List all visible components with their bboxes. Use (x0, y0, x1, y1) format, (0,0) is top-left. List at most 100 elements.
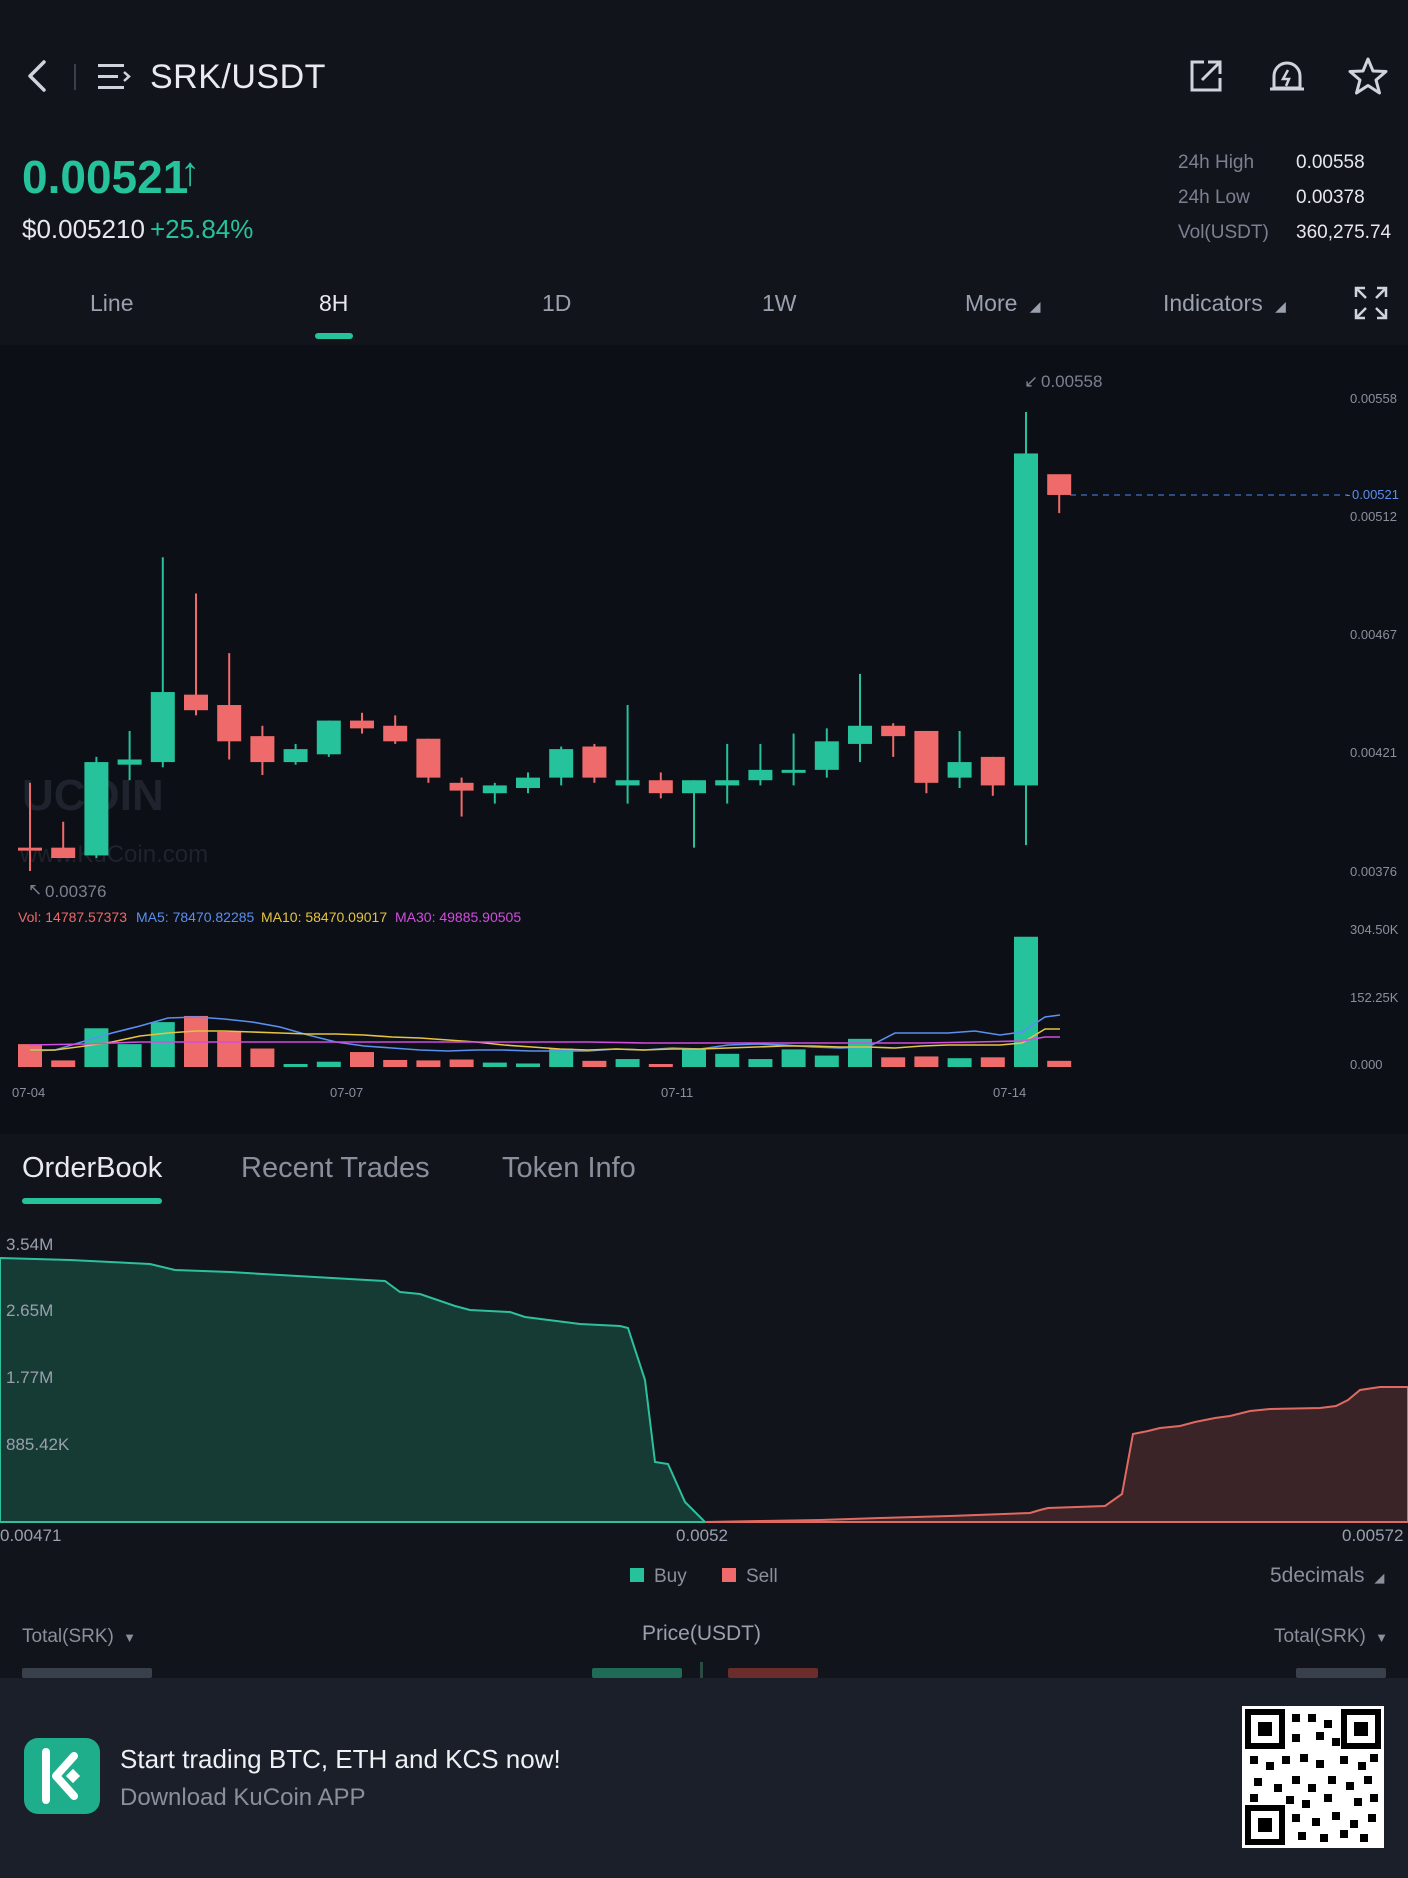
ma-lines-group (29, 1014, 1061, 1052)
depth-y-label: 2.65M (6, 1301, 53, 1320)
ma30-legend: MA30: 49885.90505 (395, 909, 521, 925)
pair-title[interactable]: SRK/USDT (150, 58, 326, 96)
caret-icon: ◢ (1029, 298, 1041, 314)
section-divider (0, 1120, 1408, 1134)
volume-bar (947, 1058, 972, 1067)
kline-chart: UCOIN www.KuCoin.com ↙ 0.00558 ↖ 0.00376… (12, 372, 1399, 1100)
price-axis-label: 0.00467 (1350, 627, 1397, 642)
date-label: 07-14 (993, 1085, 1026, 1100)
star-icon[interactable] (1348, 56, 1388, 96)
partially-hidden-row (592, 1668, 682, 1678)
qr-code (1242, 1706, 1384, 1848)
tab-orderbook[interactable]: OrderBook (22, 1152, 163, 1184)
candle-body (1047, 474, 1072, 495)
tab-more[interactable]: More ◢ (965, 290, 1041, 317)
kline-chart-area[interactable]: UCOIN www.KuCoin.com ↙ 0.00558 ↖ 0.00376… (0, 345, 1408, 1120)
volume-bar (549, 1048, 574, 1067)
volume-bar (84, 1028, 109, 1067)
banner-title: Start trading BTC, ETH and KCS now! (120, 1744, 561, 1774)
ma5-legend: MA5: 78470.82285 (136, 909, 255, 925)
col-total-sell[interactable]: Total(SRK) ▼ (1274, 1626, 1388, 1648)
date-label: 07-07 (330, 1085, 363, 1100)
caret-icon: ◢ (1275, 298, 1286, 314)
ma10-line (30, 1028, 1060, 1051)
candle-body (848, 725, 872, 744)
candle-body (947, 762, 972, 778)
volume-bar (383, 1059, 408, 1067)
volume-bar (781, 1049, 806, 1067)
ma10-legend: MA10: 58470.09017 (261, 909, 387, 925)
decimals-select[interactable]: 5decimals ◢ (1270, 1564, 1384, 1588)
volume-bar (881, 1057, 906, 1067)
tab-indicators[interactable]: Indicators ◢ (1163, 290, 1286, 317)
volume-bar (449, 1059, 474, 1067)
depth-chart[interactable]: 3.54M 2.65M 1.77M 885.42K 0.00471 0.0052… (0, 1232, 1408, 1552)
candle-body (516, 777, 540, 789)
volume-bar (615, 1059, 640, 1067)
candle-body (316, 720, 341, 755)
24h-high-value: 0.00558 (1296, 152, 1365, 173)
candle-body (51, 847, 76, 859)
volume-value: 360,275.74 (1296, 222, 1392, 243)
volume-bar (482, 1062, 507, 1067)
candle-body (615, 780, 640, 786)
candle-body (184, 694, 208, 711)
candle-body (682, 780, 706, 794)
price-axis-label: 0.00376 (1350, 864, 1397, 879)
candle-body (549, 749, 574, 778)
top-bar: SRK/USDT (0, 0, 1408, 140)
volume-bar (648, 1064, 673, 1067)
candle-body (1014, 453, 1038, 786)
depth-y-label: 1.77M (6, 1368, 53, 1387)
tab-8h[interactable]: 8H (319, 290, 349, 316)
tab-indicators-label: Indicators (1163, 290, 1263, 316)
volume-bar (582, 1060, 607, 1067)
back-arrow-icon[interactable] (24, 58, 50, 94)
volume-bar (748, 1059, 773, 1067)
candle-body (217, 705, 242, 742)
current-price-tag: 0.00521 (1352, 487, 1399, 502)
depth-x-label: 0.00572 (1342, 1526, 1403, 1545)
download-banner[interactable] (0, 1678, 1408, 1878)
decimals-value: 5decimals (1270, 1564, 1365, 1587)
volume-bar (914, 1056, 939, 1067)
menu-icon[interactable] (98, 62, 132, 92)
tab-token-info[interactable]: Token Info (502, 1152, 636, 1184)
volume-bar (980, 1057, 1005, 1067)
candle-body (383, 725, 408, 742)
share-icon[interactable] (1188, 58, 1224, 94)
price-axis-label: 0.00421 (1350, 745, 1397, 760)
col-total-sell-label: Total(SRK) (1274, 1626, 1366, 1647)
buy-legend-swatch (630, 1568, 644, 1582)
usd-price: $0.005210 (22, 214, 145, 244)
price-alert-icon[interactable] (1268, 58, 1306, 96)
tab-line[interactable]: Line (90, 290, 134, 316)
banner-subtitle[interactable]: Download KuCoin APP (120, 1784, 366, 1811)
tab-recent-trades[interactable]: Recent Trades (241, 1152, 430, 1184)
col-total-buy[interactable]: Total(SRK) ▼ (22, 1626, 136, 1648)
volume-bar (1047, 1060, 1072, 1067)
candle-body (150, 692, 175, 763)
sell-depth-area (704, 1386, 1408, 1523)
volume-bar (350, 1052, 374, 1067)
tab-1w[interactable]: 1W (762, 290, 797, 316)
current-price-tag-dash: - (1346, 487, 1350, 502)
dropdown-caret-icon: ▼ (1375, 1630, 1389, 1645)
date-label: 07-11 (661, 1085, 693, 1100)
col-price: Price(USDT) (642, 1622, 761, 1645)
price-change: +25.84% (150, 214, 254, 244)
orderbook-tab-indicator (22, 1198, 162, 1204)
fullscreen-icon[interactable] (1354, 286, 1388, 320)
candles-group (18, 411, 1072, 871)
sell-legend-swatch (722, 1568, 736, 1582)
24h-high-label: 24h High (1178, 152, 1255, 173)
tab-1d[interactable]: 1D (542, 290, 572, 316)
buy-depth-area (0, 1256, 708, 1523)
24h-low-label: 24h Low (1178, 187, 1250, 208)
low-marker-arrow: ↖ (28, 880, 42, 899)
volume-bar (316, 1061, 341, 1067)
candle-body (980, 756, 1005, 786)
vol-axis-label: 0.000 (1350, 1057, 1383, 1072)
kucoin-logo-icon (24, 1738, 100, 1814)
volume-bar (283, 1064, 308, 1067)
